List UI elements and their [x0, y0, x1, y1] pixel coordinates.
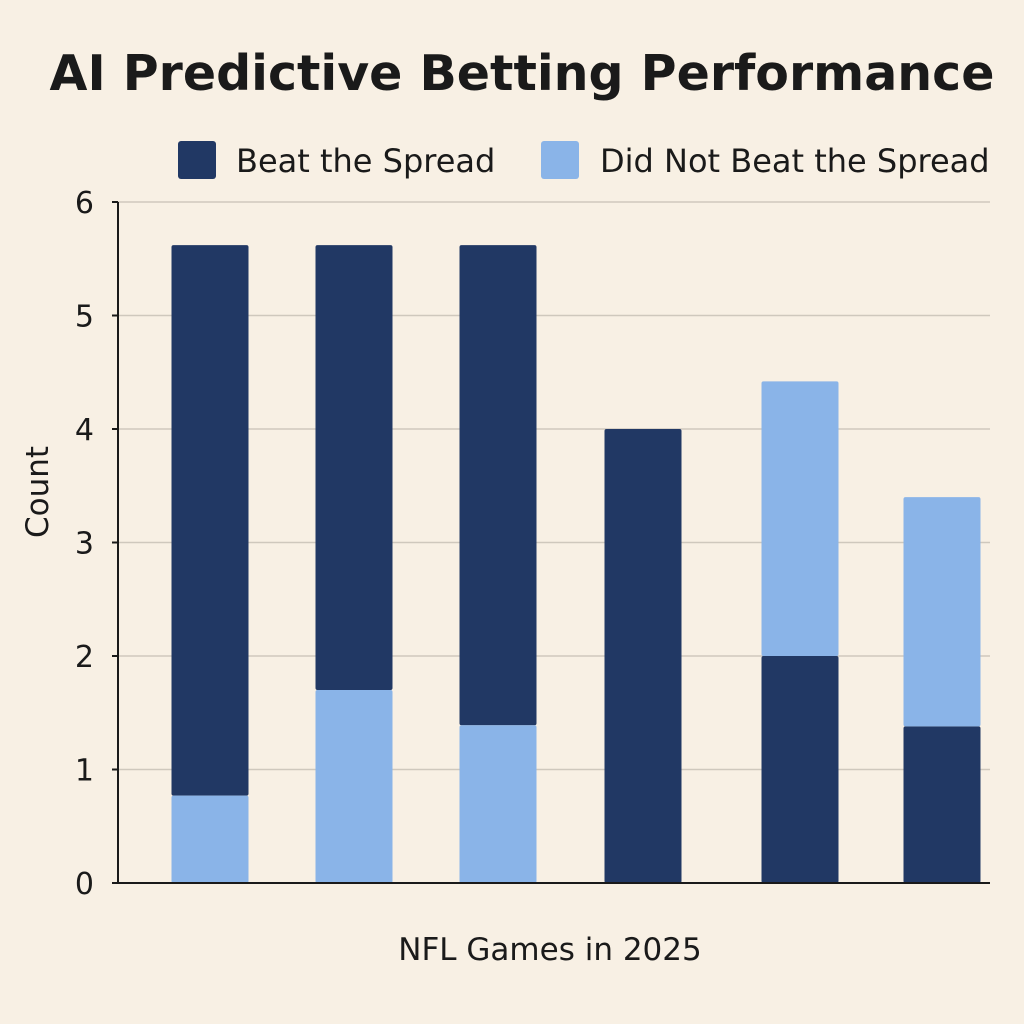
legend: Beat the Spread Did Not Beat the Spread: [178, 141, 990, 180]
y-axis-label: Count: [20, 446, 56, 538]
bar-segment-did-not-beat-the-spread: [315, 690, 393, 883]
legend-swatch: [178, 141, 216, 179]
y-tick-label: 5: [75, 300, 94, 335]
legend-label: Beat the Spread: [236, 142, 495, 180]
x-axis-label: NFL Games in 2025: [398, 932, 701, 968]
bar-segment-beat-the-spread: [604, 429, 682, 883]
y-tick-label: 4: [75, 413, 94, 448]
bar-segment-did-not-beat-the-spread: [903, 497, 981, 727]
y-tick-label: 0: [75, 867, 94, 902]
chart-title: AI Predictive Betting Performance: [50, 45, 995, 102]
bars: [171, 245, 981, 883]
bar-segment-beat-the-spread: [171, 245, 249, 796]
bar-segment-beat-the-spread: [315, 245, 393, 691]
gridlines: [118, 201, 990, 771]
y-tick-labels: 0 1 2 3 4 5 6: [75, 186, 94, 902]
y-tick-label: 1: [75, 754, 94, 789]
bar-segment-beat-the-spread: [761, 656, 839, 883]
bar-segment-did-not-beat-the-spread: [171, 795, 249, 883]
legend-swatch: [541, 141, 579, 179]
y-tick-label: 6: [75, 186, 94, 221]
bar-segment-did-not-beat-the-spread: [761, 381, 839, 656]
y-tick-label: 3: [75, 527, 94, 562]
bar-segment-beat-the-spread: [903, 726, 981, 883]
y-tick-label: 2: [75, 640, 94, 675]
bar-segment-did-not-beat-the-spread: [459, 725, 537, 883]
legend-label: Did Not Beat the Spread: [600, 142, 990, 180]
bar-segment-beat-the-spread: [459, 245, 537, 726]
axes: [112, 201, 990, 884]
